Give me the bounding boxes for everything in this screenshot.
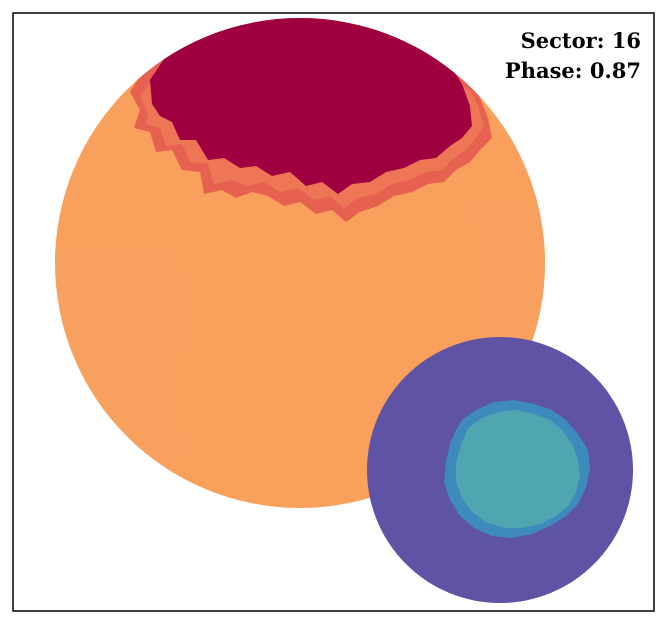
secondary-spot [456,410,580,528]
primary-star [55,18,545,508]
primary-star-facet [470,200,545,380]
secondary-star [367,337,633,603]
primary-spot [150,18,472,194]
